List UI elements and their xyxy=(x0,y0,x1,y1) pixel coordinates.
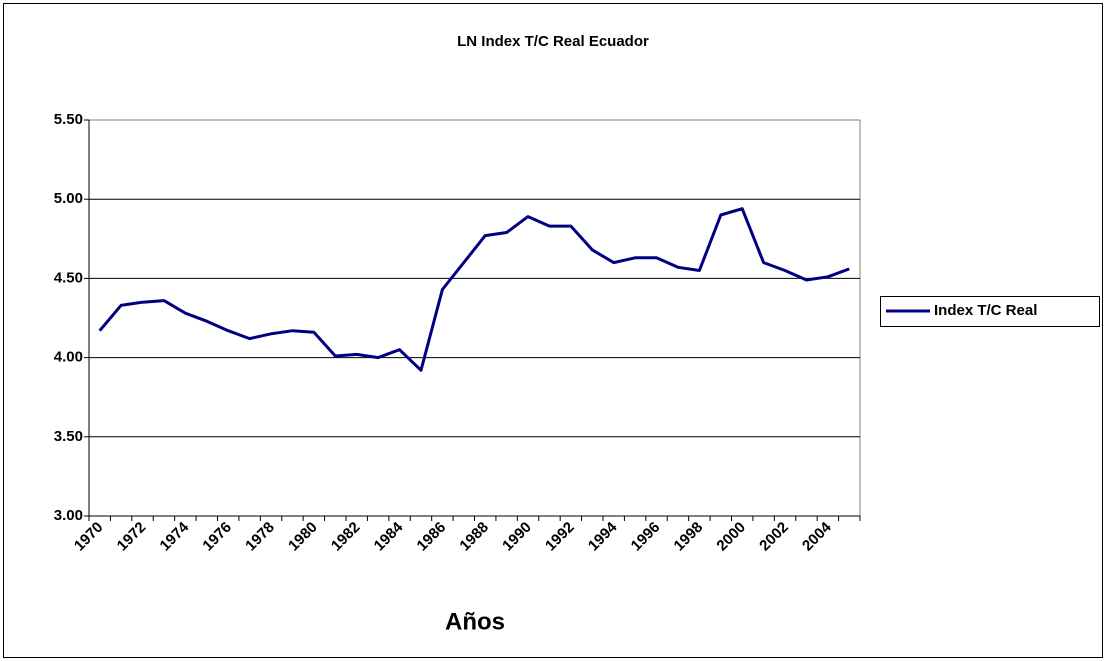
y-tick-label: 4.00 xyxy=(54,349,83,366)
y-tick-label: 5.50 xyxy=(54,111,83,128)
chart-border xyxy=(3,3,1103,658)
y-tick-label: 3.50 xyxy=(54,428,83,445)
chart-title: LN Index T/C Real Ecuador xyxy=(457,33,649,50)
legend-label: Index T/C Real xyxy=(934,302,1037,319)
series-line xyxy=(98,207,850,372)
x-axis-title: Años xyxy=(445,608,505,635)
y-tick-label: 3.00 xyxy=(54,507,83,524)
y-tick-label: 4.50 xyxy=(54,269,83,286)
y-tick-label: 5.00 xyxy=(54,190,83,207)
